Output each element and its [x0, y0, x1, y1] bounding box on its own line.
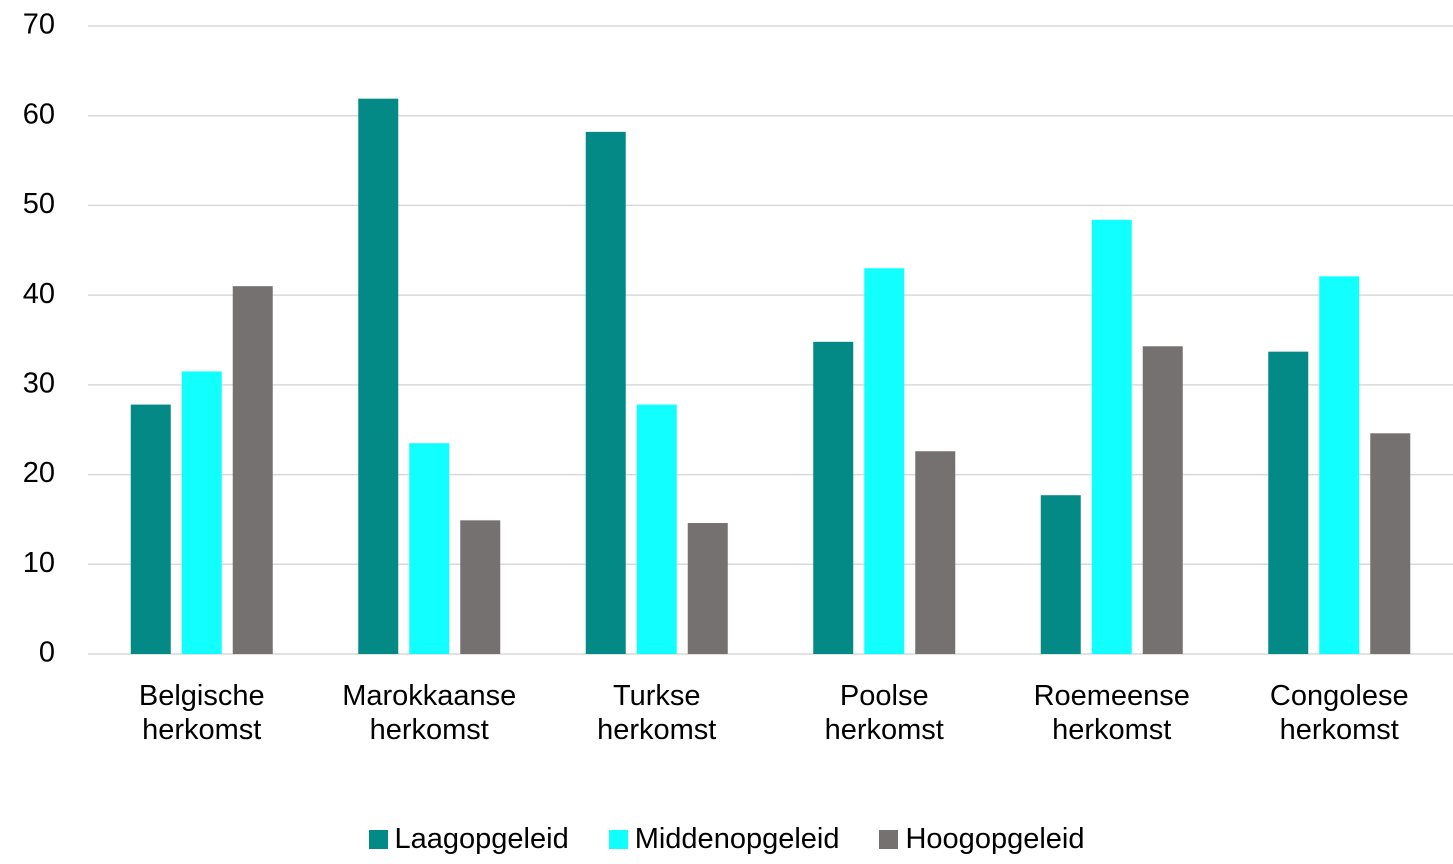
bar [409, 443, 450, 654]
bar [1370, 433, 1411, 654]
x-tick-label: Turkse herkomst [597, 680, 717, 746]
bar [1040, 495, 1081, 654]
bar [636, 404, 677, 654]
x-tick-label: Congolese herkomst [1269, 680, 1409, 746]
legend-item: Hoogopgeleid [879, 823, 1084, 856]
legend-swatch [368, 830, 388, 849]
bar [1319, 276, 1360, 654]
legend-swatch [879, 830, 899, 849]
bar [864, 268, 905, 654]
bar [915, 451, 956, 654]
legend-label: Hoogopgeleid [905, 823, 1085, 855]
bar [813, 341, 854, 654]
y-tick-label: 50 [23, 188, 55, 220]
y-tick-label: 70 [23, 9, 55, 41]
y-tick-label: 10 [23, 547, 55, 579]
bar [1091, 219, 1132, 655]
bar [1268, 351, 1309, 654]
legend-item: Middenopgeleid [608, 823, 840, 856]
legend-label: Laagopgeleid [394, 823, 569, 855]
x-tick-label: Belgische herkomst [138, 680, 265, 746]
legend-item: Laagopgeleid [368, 823, 569, 856]
bar [585, 131, 626, 654]
x-tick-label: Roemeense herkomst [1033, 680, 1190, 746]
y-tick-label: 20 [23, 457, 55, 489]
bar [232, 286, 273, 654]
bar [181, 371, 222, 654]
bar [130, 404, 171, 654]
bar [358, 98, 399, 654]
legend-label: Middenopgeleid [634, 823, 840, 855]
bar [687, 523, 728, 654]
x-tick-label: Marokkaanse herkomst [342, 680, 517, 746]
y-tick-label: 30 [23, 368, 55, 400]
y-tick-label: 0 [39, 637, 55, 669]
bar [1142, 346, 1183, 654]
y-tick-label: 40 [23, 278, 55, 310]
legend: Laagopgeleid Middenopgeleid Hoogopgeleid [0, 823, 1453, 856]
legend-swatch [608, 830, 628, 849]
y-tick-label: 60 [23, 98, 55, 130]
x-tick-label: Poolse herkomst [824, 680, 944, 746]
bar [460, 520, 501, 654]
